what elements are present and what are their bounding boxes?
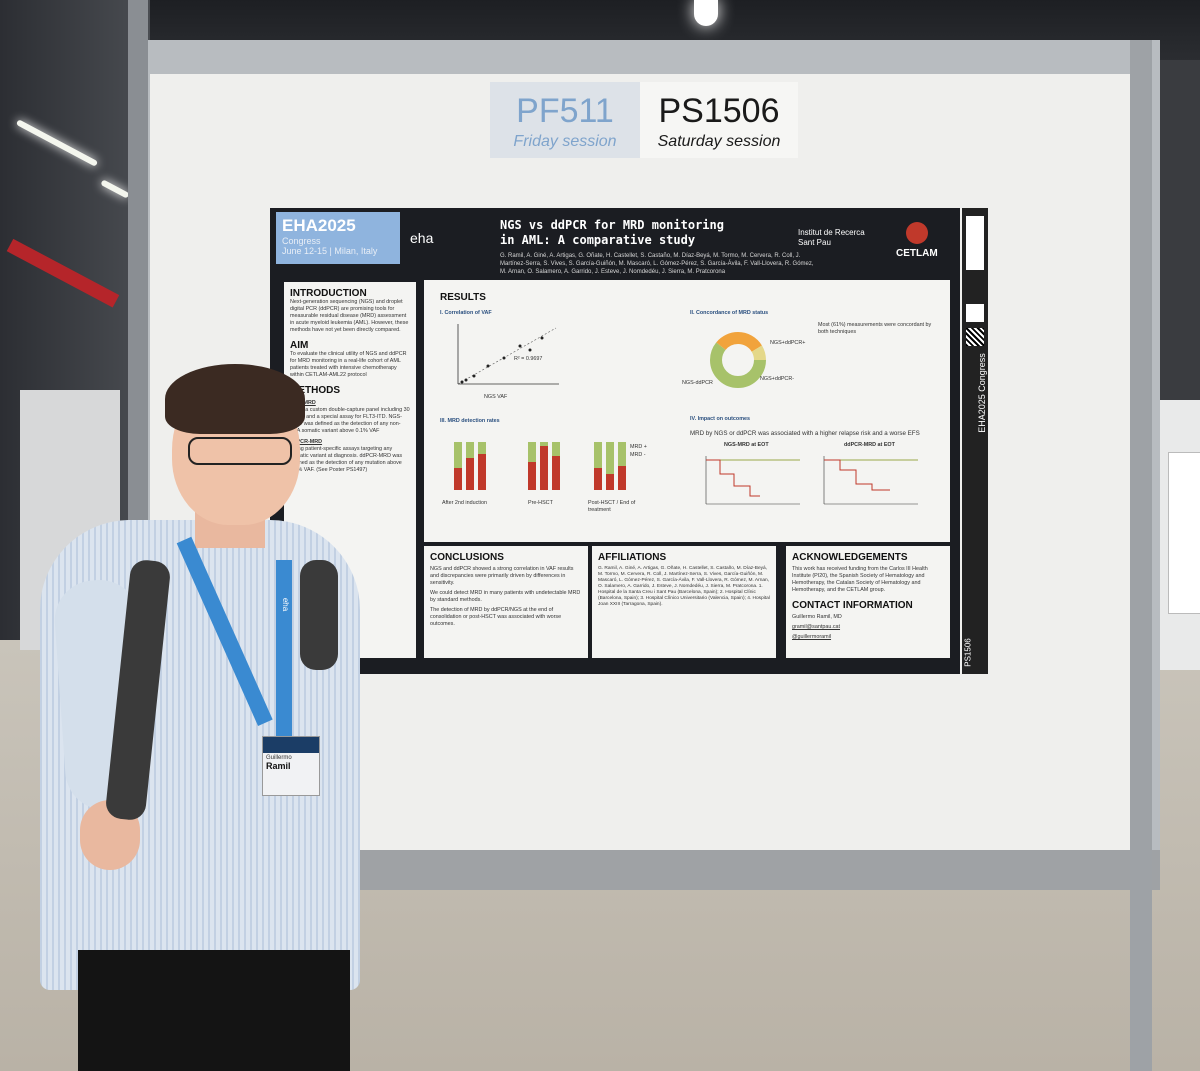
board-post: [1130, 40, 1152, 1071]
conclusion-item: NGS and ddPCR showed a strong correlatio…: [430, 566, 574, 586]
donut-label: NGS-ddPCR: [682, 380, 713, 386]
congress-dates: June 12-15 | Milan, Italy: [282, 246, 378, 256]
cetlam-logo-icon: [906, 222, 928, 244]
km-curves: [705, 456, 918, 505]
impact-text: MRD by NGS or ddPCR was associated with …: [690, 430, 920, 437]
sidebar-title: EHA2025 Congress: [976, 353, 987, 433]
person-pants: [78, 950, 350, 1071]
backpack-strap: [300, 560, 338, 670]
conclusion-item: The detection of MRD by ddPCR/NGS at the…: [430, 607, 562, 627]
phone-icon: [966, 304, 984, 322]
bar-legend: MRD +: [630, 444, 647, 450]
donut-label: NGS+ddPCR+: [770, 340, 806, 346]
subheading: III. MRD detection rates: [440, 418, 500, 424]
conclusion-item: We could detect MRD in many patients wit…: [430, 590, 581, 603]
session-code: PF511: [516, 92, 614, 130]
affiliation-text: G. Ramil, A. Giné, A. Artigas, G. Oñate,…: [598, 566, 770, 607]
contact-name: Guillermo Ramil, MD: [792, 614, 842, 620]
mrd-bar-charts: [454, 442, 626, 490]
person-hair: [165, 364, 305, 434]
results-panel: RESULTS I. Correlation of VAF R² = 0.969…: [424, 280, 950, 542]
sidebar-code: PS1506: [963, 638, 973, 667]
scientific-poster: EHA2025 Congress June 12-15 | Milan, Ita…: [270, 208, 988, 674]
km-title: ddPCR-MRD at EOT: [844, 442, 895, 448]
conclusions-panel: CONCLUSIONS NGS and ddPCR showed a stron…: [424, 546, 588, 658]
vaf-scatter-plot: [457, 324, 559, 385]
session-label-saturday: PS1506 Saturday session: [640, 82, 798, 158]
concordance-donut: [710, 332, 766, 388]
ngs-text: Using a custom double-capture panel incl…: [290, 407, 410, 434]
title-line: NGS vs ddPCR for MRD monitoring: [500, 218, 724, 232]
session-day: Saturday session: [657, 133, 781, 150]
session-label-friday: PF511 Friday session: [490, 82, 640, 158]
section-heading: INTRODUCTION: [290, 288, 367, 299]
bar-group-label: Post-HSCT / End of treatment: [588, 500, 636, 513]
title-line: in AML: A comparative study: [500, 233, 696, 247]
poster-logo: [966, 216, 984, 270]
eha-logo: eha: [410, 230, 434, 246]
neighbor-poster: [1168, 452, 1200, 614]
spot-light: [694, 0, 718, 26]
congress-sub: Congress: [282, 236, 321, 246]
ack-panel: ACKNOWLEDGEMENTS This work has received …: [786, 546, 950, 658]
section-heading: CONTACT INFORMATION: [792, 600, 913, 611]
bar-group-label: Pre-HSCT: [528, 500, 553, 506]
subheading: ddPCR-MRD: [290, 439, 323, 445]
subheading: I. Correlation of VAF: [440, 310, 492, 316]
session-day: Friday session: [513, 133, 617, 150]
bar-legend: MRD -: [630, 452, 646, 458]
badge-header: [263, 737, 319, 753]
section-heading: METHODS: [290, 385, 340, 396]
poster-header: EHA2025 Congress June 12-15 | Milan, Ita…: [270, 208, 960, 278]
poster-sidebar: EHA2025 Congress PS1506: [962, 208, 988, 674]
author-list: G. Ramil, A. Giné, A. Artigas, G. Oñate,…: [500, 253, 814, 275]
r-squared-label: R² = 0.9697: [514, 356, 543, 362]
eha-congress-box: EHA2025 Congress June 12-15 | Milan, Ita…: [276, 212, 400, 264]
ddpcr-text: Using patient-specific assays targeting …: [290, 446, 403, 473]
intro-text: Next-generation sequencing (NGS) and dro…: [290, 299, 409, 333]
lanyard-text: eha: [281, 597, 291, 612]
session-code: PS1506: [658, 92, 780, 130]
subheading: II. Concordance of MRD status: [690, 310, 769, 316]
km-title: NGS-MRD at EOT: [724, 442, 769, 448]
poster-title: NGS vs ddPCR for MRD monitoring in AML: …: [500, 218, 820, 248]
section-heading: AFFILIATIONS: [598, 552, 667, 563]
cetlam-logo: CETLAM: [896, 248, 938, 259]
subheading: IV. Impact on outcomes: [690, 416, 751, 422]
donut-label: NGS+ddPCR-: [760, 376, 795, 382]
contact-handle: @guillermoramil: [792, 634, 832, 640]
contact-email: gramil@santpau.cat: [792, 624, 841, 630]
badge-surname: Ramil: [266, 761, 291, 771]
section-heading: ACKNOWLEDGEMENTS: [792, 552, 908, 563]
name-badge: Guillermo Ramil: [262, 736, 320, 796]
x-axis-label: NGS VAF: [484, 394, 508, 400]
section-heading: AIM: [290, 340, 309, 351]
lanyard: [276, 560, 292, 736]
ack-text: This work has received funding from the …: [792, 566, 928, 593]
aim-text: To evaluate the clinical utility of NGS …: [290, 351, 407, 378]
congress-title: EHA2025: [282, 216, 356, 235]
badge-first-name: Guillermo: [266, 755, 292, 761]
subheading: NGS-MRD: [290, 400, 410, 407]
institute-logo: Institut de Recerca Sant Pau: [798, 228, 865, 247]
section-heading: RESULTS: [440, 292, 486, 303]
affiliations-panel: AFFILIATIONS G. Ramil, A. Giné, A. Artig…: [592, 546, 776, 658]
qr-code-icon: [966, 328, 984, 346]
concordance-text: Most (61%) measurements were concordant …: [818, 322, 932, 335]
bar-group-label: After 2nd induction: [442, 500, 487, 506]
glasses: [188, 437, 292, 465]
section-heading: CONCLUSIONS: [430, 552, 504, 563]
